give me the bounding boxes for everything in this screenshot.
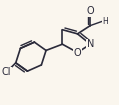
Text: O: O bbox=[74, 47, 81, 58]
Text: H: H bbox=[103, 17, 108, 26]
Text: N: N bbox=[87, 39, 94, 49]
Text: Cl: Cl bbox=[2, 67, 11, 77]
Text: O: O bbox=[87, 6, 94, 16]
